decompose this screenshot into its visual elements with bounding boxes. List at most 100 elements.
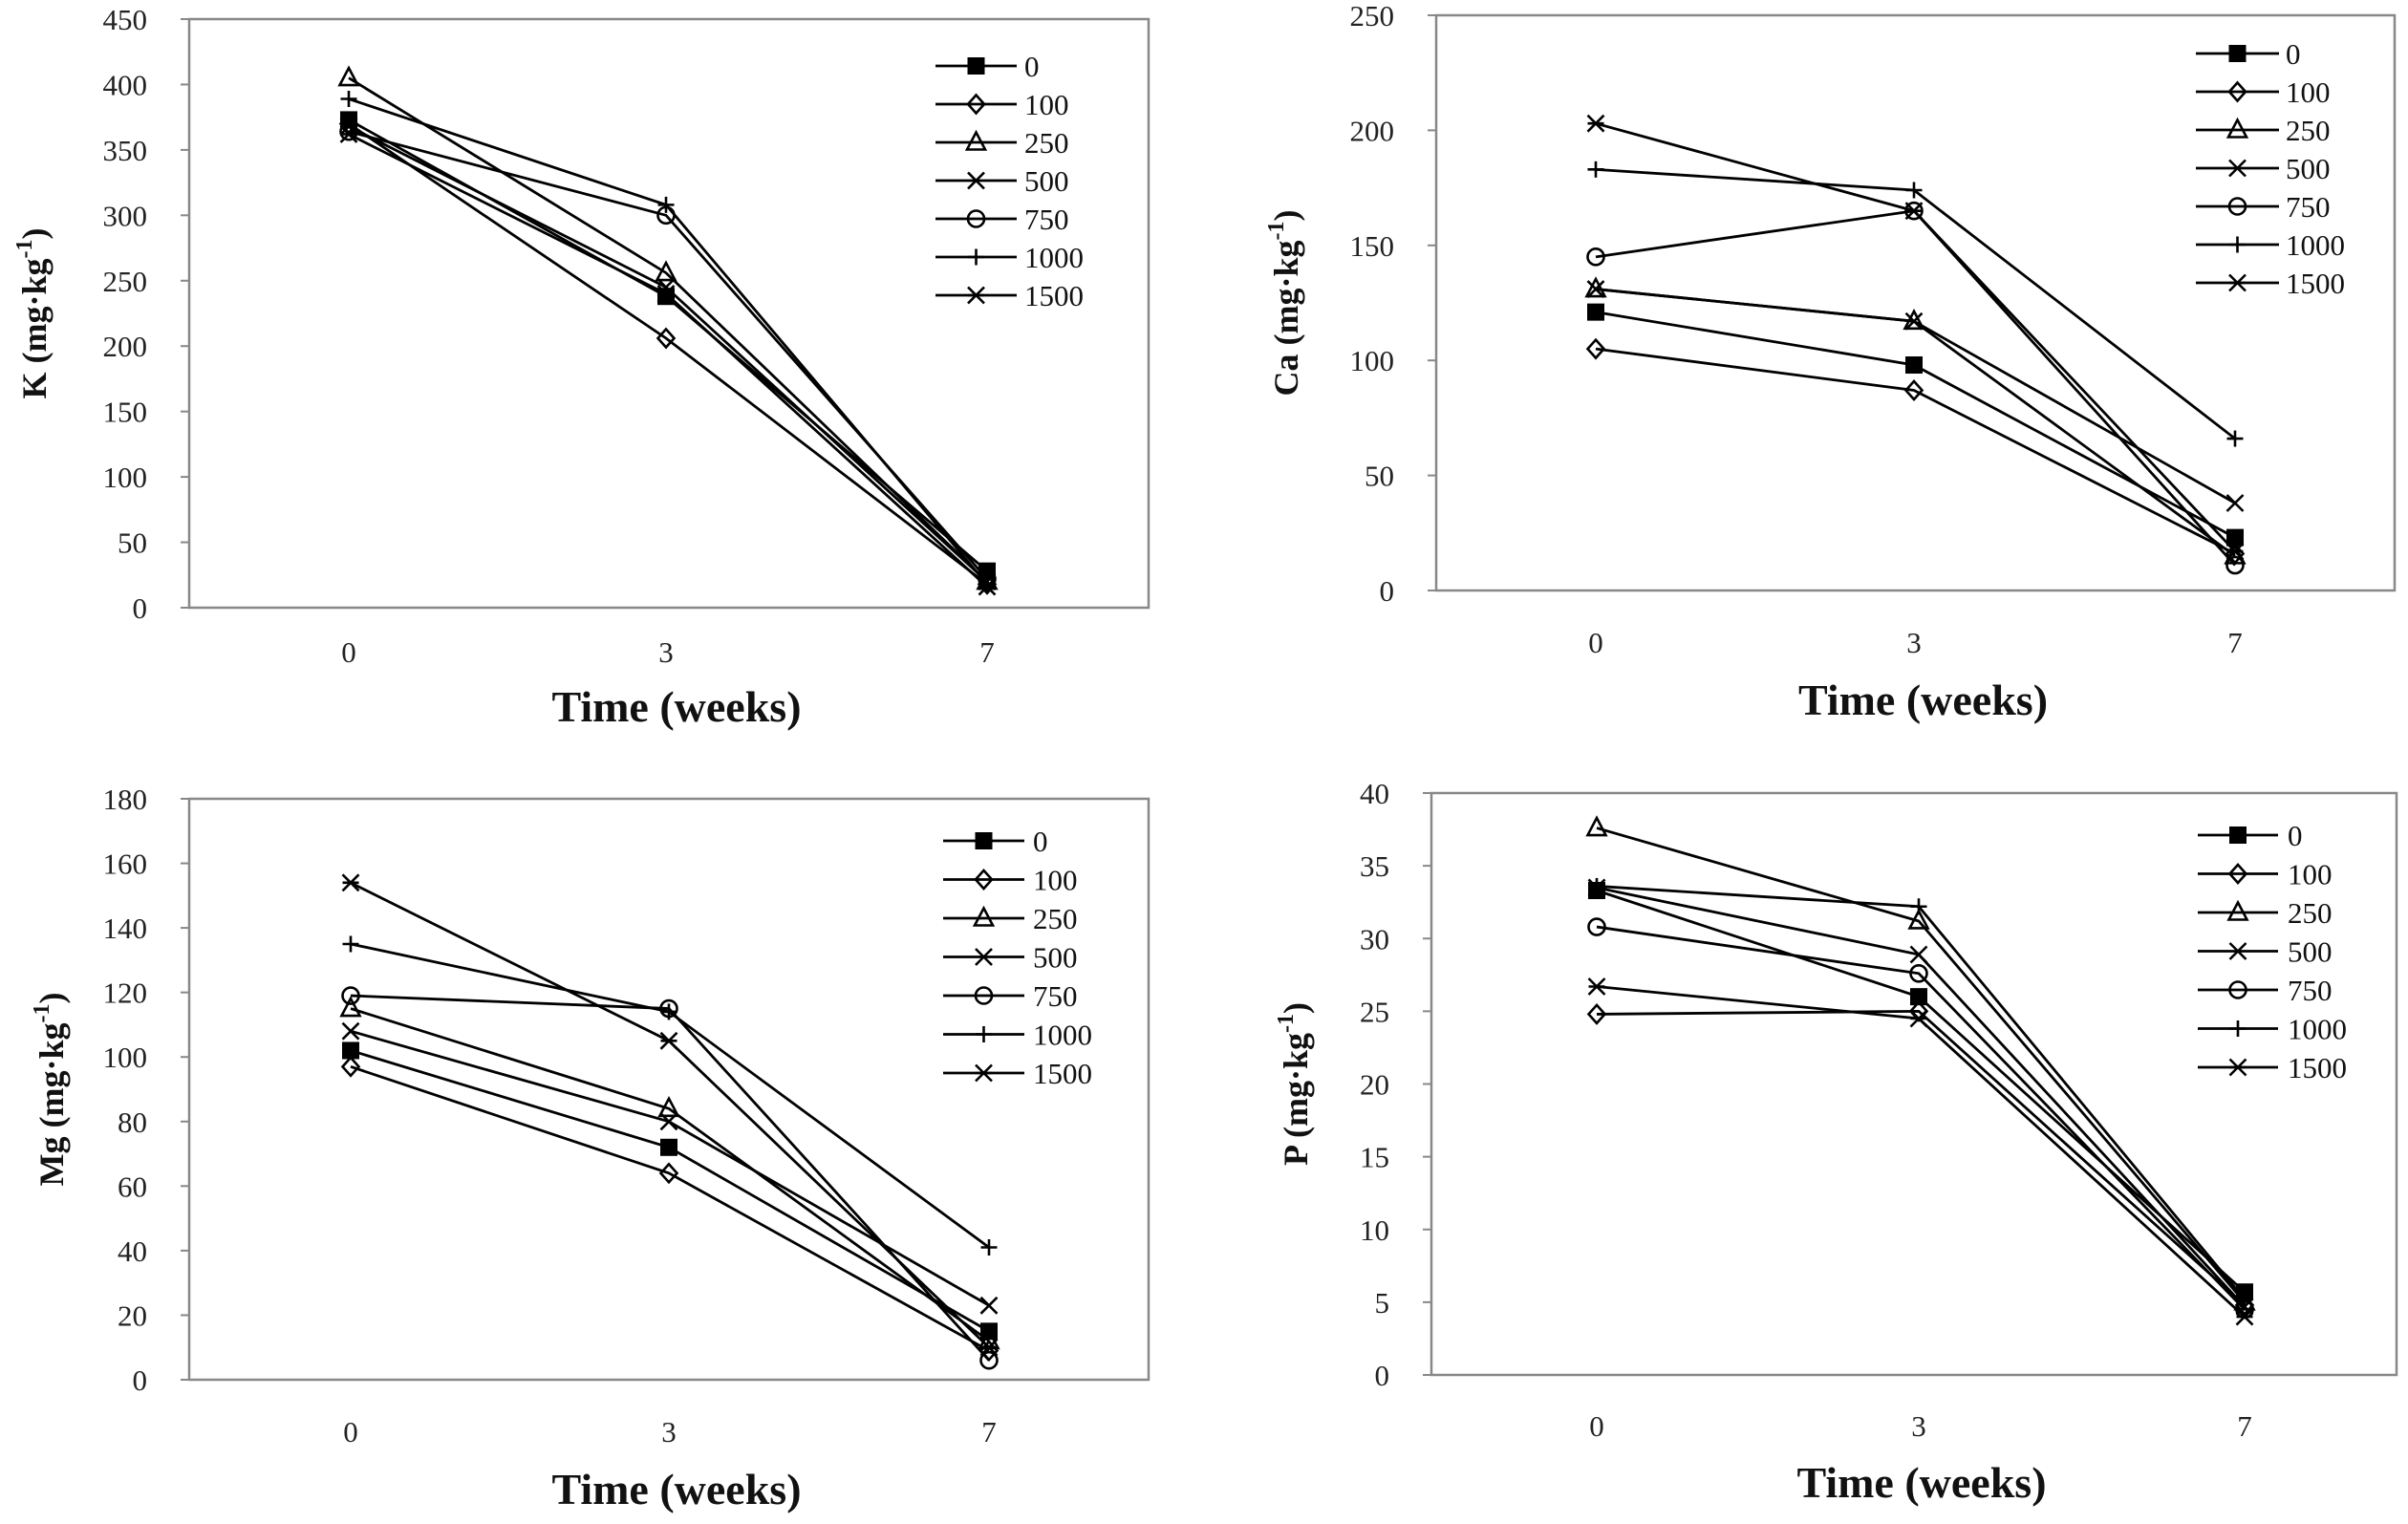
legend-label: 1500 (1024, 279, 1084, 312)
legend-marker-square (2228, 45, 2247, 62)
data-point-1500 (1587, 977, 1606, 996)
x-tick-label: 3 (1911, 1409, 1926, 1443)
y-tick-label: 80 (118, 1105, 147, 1139)
data-point-0 (1905, 356, 1923, 375)
y-axis-label: Ca (mg·kg-1) (1264, 209, 1306, 396)
x-tick-label: 7 (979, 635, 995, 669)
legend-marker-triangle (972, 905, 996, 927)
x-axis-label: Time (weeks) (1798, 676, 2048, 724)
series-line-500 (350, 1029, 990, 1307)
y-axis-label: P (mg·kg-1) (1274, 1002, 1316, 1166)
legend-marker-circle (2227, 197, 2247, 216)
data-point-1000 (1587, 161, 1604, 178)
legend-label: 250 (2286, 114, 2331, 147)
data-point-100 (1586, 1002, 1607, 1025)
y-tick-label: 30 (1360, 922, 1389, 955)
legend-label: 100 (2286, 75, 2331, 109)
legend-item-100: 100 (943, 864, 1078, 897)
y-tick-label: 20 (1360, 1068, 1389, 1102)
legend-label: 1000 (2286, 228, 2345, 262)
series-line-250 (350, 1007, 990, 1342)
legend-item-1000: 1000 (943, 1019, 1092, 1052)
series-line-1000 (350, 942, 990, 1249)
legend-label: 250 (1024, 126, 1069, 160)
y-tick-label: 5 (1375, 1286, 1390, 1320)
data-point-250 (1903, 308, 1925, 331)
legend-label: 500 (2286, 152, 2331, 185)
legend-label: 0 (2288, 819, 2303, 852)
data-point-500 (1904, 311, 1924, 331)
y-tick-label: 50 (1365, 460, 1394, 493)
data-point-500 (979, 1296, 999, 1315)
chart-panel-k: 0 50 100 150 200 250 300 350 400 450 0 3 7 Time (week… (12, 3, 1150, 731)
x-tick-label: 0 (343, 1415, 358, 1449)
x-tick-label: 0 (1589, 1409, 1604, 1443)
data-point-500 (2225, 494, 2245, 512)
y-axis-label: Mg (mg·kg-1) (30, 993, 72, 1187)
legend-marker-circle (966, 209, 986, 228)
legend-item-1500: 1500 (2198, 1051, 2347, 1084)
series-line-750 (1595, 209, 2237, 567)
y-tick-label: 120 (103, 977, 148, 1010)
x-tick-label: 3 (661, 1415, 677, 1449)
legend-label: 100 (1024, 88, 1069, 121)
data-point-1500 (659, 1031, 678, 1050)
series-line-100 (350, 1065, 990, 1352)
data-point-100 (658, 1162, 679, 1185)
data-point-750 (1587, 917, 1606, 936)
legend-marker-plus (2229, 236, 2246, 253)
data-point-100 (1903, 379, 1924, 401)
y-tick-label: 100 (1350, 344, 1395, 377)
data-point-750 (2225, 555, 2245, 575)
series-line-1500 (1596, 985, 2246, 1319)
legend-item-1000: 1000 (2196, 228, 2345, 262)
legend: 0 100 250 500 750 1000 1500 (2198, 819, 2347, 1084)
legend-marker-asterisk (2228, 273, 2247, 292)
data-point-1500 (2225, 542, 2245, 561)
series-line-750 (1596, 925, 2247, 1311)
data-point-1000 (342, 935, 359, 953)
data-point-1000 (978, 575, 996, 592)
y-tick-label: 180 (103, 783, 148, 816)
y-tick-label: 35 (1360, 849, 1389, 883)
data-point-1500 (1909, 1009, 1928, 1028)
legend-item-100: 100 (2198, 858, 2333, 891)
legend-label: 0 (1024, 50, 1040, 83)
legend-item-750: 750 (943, 979, 1078, 1013)
series-line-1500 (348, 133, 988, 589)
y-axis-label-main: K (mg·kg (15, 258, 54, 398)
data-point-750 (1909, 963, 1928, 983)
legend-label: 0 (2286, 37, 2301, 71)
legend-marker-x (975, 948, 993, 966)
series-line-500 (1596, 886, 2247, 1308)
data-point-750 (341, 986, 360, 1005)
data-point-1000 (2236, 1291, 2253, 1308)
data-point-1000 (980, 1239, 998, 1256)
legend-item-250: 250 (2198, 896, 2333, 930)
data-point-500 (1586, 280, 1605, 298)
data-point-1500 (656, 285, 676, 303)
y-tick-label: 0 (133, 1363, 148, 1397)
data-point-250 (655, 260, 677, 282)
y-axis-label-main: P (mg·kg (1277, 1033, 1315, 1166)
data-point-100 (1585, 337, 1606, 360)
data-point-0 (1587, 303, 1604, 321)
data-point-250 (1585, 815, 1608, 837)
legend-item-750: 750 (935, 203, 1069, 236)
legend-item-1000: 1000 (935, 241, 1084, 274)
data-point-750 (979, 1350, 999, 1370)
legend-marker-diamond (974, 869, 994, 891)
legend-label: 500 (2288, 935, 2333, 969)
data-point-1000 (1588, 877, 1605, 894)
data-point-250 (1584, 276, 1607, 298)
legend-marker-triangle (2225, 117, 2249, 139)
data-point-0 (660, 1138, 677, 1156)
y-axis-label-superscript: -1 (12, 239, 37, 258)
y-tick-label: 100 (103, 461, 148, 494)
series-line-500 (348, 125, 988, 583)
data-point-250 (1907, 908, 1930, 930)
chart-panel-mg: 0 20 40 60 80 100 120 140 160 180 0 3 7 Time (weeks) M… (30, 783, 1150, 1513)
legend-item-1000: 1000 (2198, 1013, 2347, 1046)
legend-marker-diamond (966, 93, 986, 116)
